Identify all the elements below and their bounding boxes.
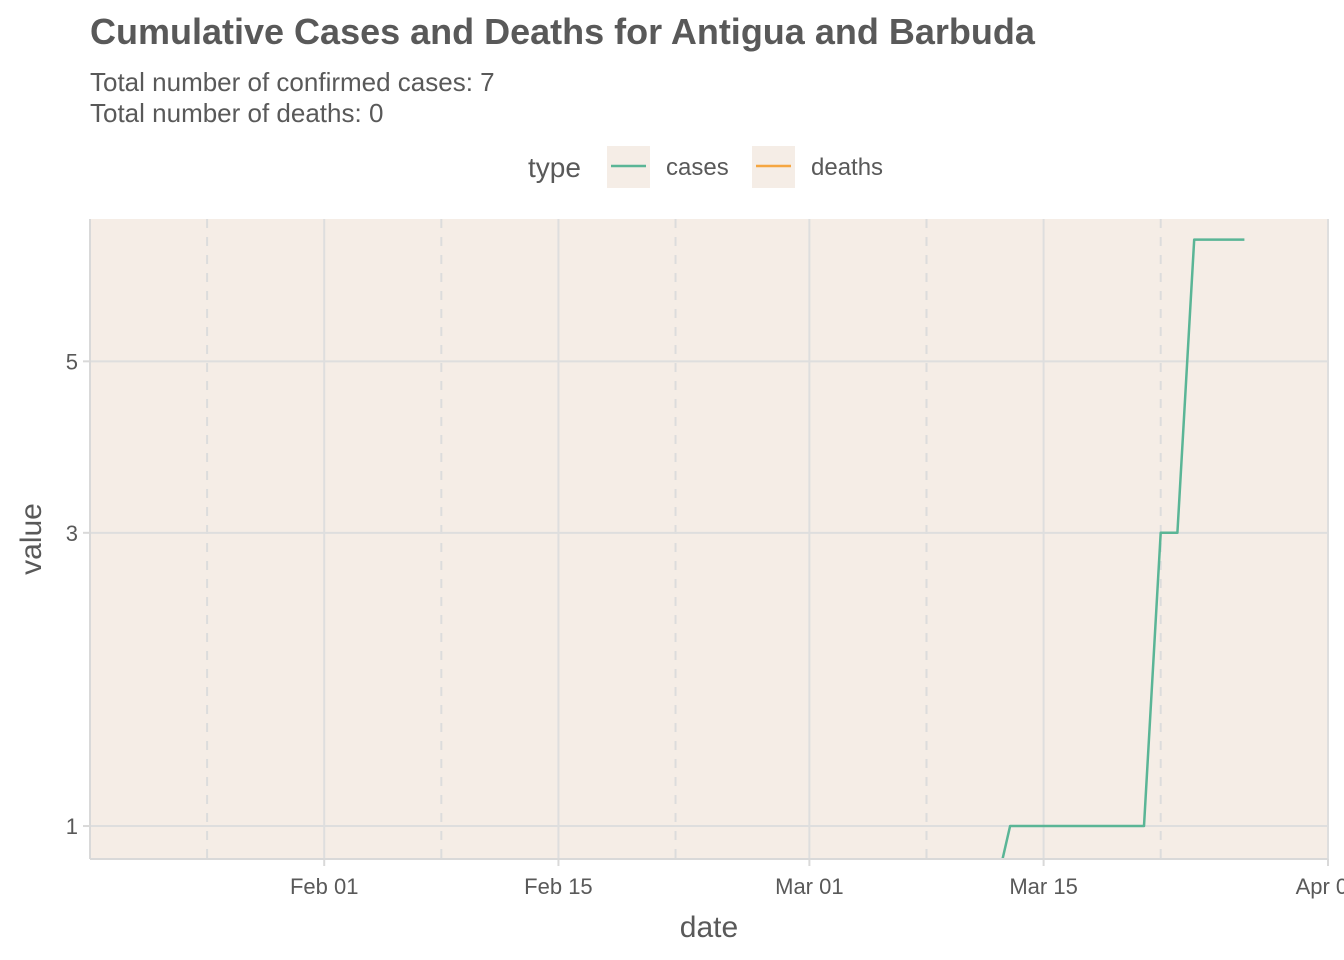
series-lines [1001,238,1245,859]
legend: type cases deaths [528,146,883,188]
y-tick-label: 3 [66,521,78,546]
y-axis-ticks: 1 3 5 [66,349,90,839]
x-axis-title: date [680,911,738,944]
chart-subtitle-deaths: Total number of deaths: 0 [90,98,383,128]
x-tick-label: Feb 15 [524,874,593,899]
x-tick-label: Apr 01 [1296,874,1344,899]
y-tick-label: 1 [66,814,78,839]
legend-label-deaths: deaths [811,154,883,181]
x-axis-ticks: Feb 01 Feb 15 Mar 01 Mar 15 Apr 01 [290,859,1344,899]
x-tick-label: Mar 01 [775,874,843,899]
chart-subtitle-cases: Total number of confirmed cases: 7 [90,67,495,97]
series-line-cases [1001,238,1245,859]
chart-title: Cumulative Cases and Deaths for Antigua … [90,11,1036,52]
y-axis-title: value [15,503,48,575]
legend-label-cases: cases [666,154,729,181]
legend-title: type [528,152,581,183]
x-tick-label: Feb 01 [290,874,359,899]
y-tick-label: 5 [66,349,78,374]
x-tick-label: Mar 15 [1009,874,1077,899]
plot-panel [90,219,1328,859]
